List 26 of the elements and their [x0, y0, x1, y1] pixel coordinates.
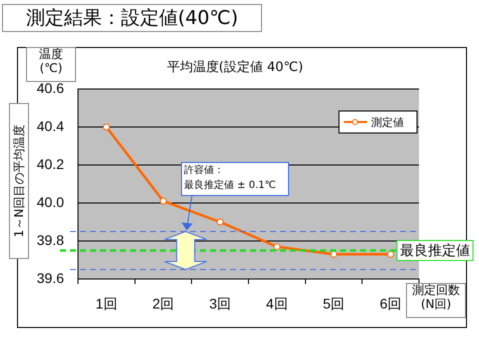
x-tick-label: 2回: [152, 295, 174, 312]
x-tick-label: 4回: [266, 295, 288, 312]
x-tick-label: 1回: [96, 295, 118, 312]
x-axis-title: 測定回数 (N回): [406, 283, 466, 318]
y-tick-label: 40.6: [36, 80, 64, 96]
y-axis-title: 1～N回目の平均温度: [9, 103, 29, 259]
y-tick-label: 40.0: [36, 194, 64, 210]
y-tick-label: 40.2: [36, 156, 64, 172]
y-tick-label: 39.6: [36, 270, 64, 286]
point: [273, 243, 280, 250]
x-tick-label: 3回: [209, 295, 231, 312]
ref-line-label: 最良推定値: [400, 243, 470, 260]
annotation: 許容値：: [184, 164, 225, 178]
y-tick-label: 39.8: [36, 232, 64, 248]
point: [160, 198, 167, 205]
annotation: 最良推定値 ± 0.1℃: [184, 178, 277, 193]
point: [102, 124, 110, 130]
point: [387, 250, 394, 258]
chart-title: 測定結果：設定値(40℃): [2, 4, 262, 32]
legend-label: 測定値: [371, 116, 404, 129]
x-tick-label: 5回: [322, 295, 345, 312]
y-tick-label: 40.4: [36, 118, 64, 134]
point: [216, 218, 224, 226]
chart-subtitle: 平均温度(設定値 40℃): [166, 60, 304, 76]
text: 温度 (℃): [39, 47, 63, 75]
x-tick-label: 6回: [380, 295, 402, 312]
